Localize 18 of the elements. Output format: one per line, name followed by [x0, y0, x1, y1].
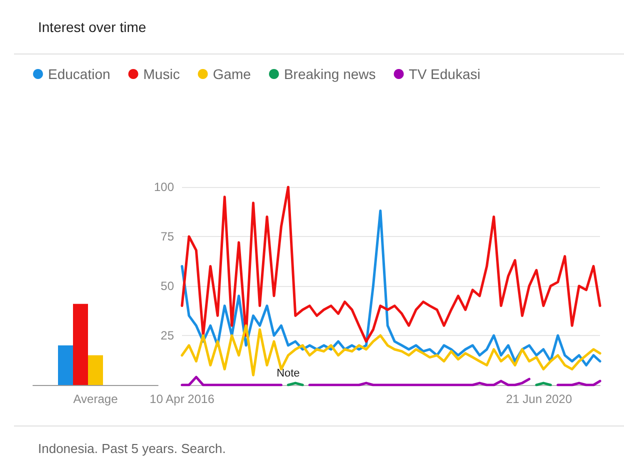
annotation: Note — [276, 368, 300, 380]
legend-label: TV Edukasi — [408, 66, 480, 82]
text: Indonesia. Past 5 years. Search. — [38, 441, 226, 456]
y-tick-label: 100 — [154, 180, 174, 194]
line-series — [180, 186, 602, 343]
legend-label: Game — [212, 66, 252, 82]
y-tick-label: 50 — [160, 279, 174, 293]
line-series — [180, 324, 602, 376]
chart-title: Interest over time — [38, 19, 146, 35]
legend-label: Breaking news — [284, 66, 376, 82]
x-tick-label: 10 Apr 2016 — [150, 392, 215, 406]
legend-label: Music — [143, 66, 180, 82]
y-tick-label: 75 — [160, 230, 174, 244]
x-tick-label: 21 Jun 2020 — [506, 392, 572, 406]
legend-label: Education — [48, 66, 110, 82]
y-tick-label: 25 — [160, 328, 174, 342]
line-series — [180, 210, 602, 366]
x-tick-label: Average — [73, 392, 118, 406]
